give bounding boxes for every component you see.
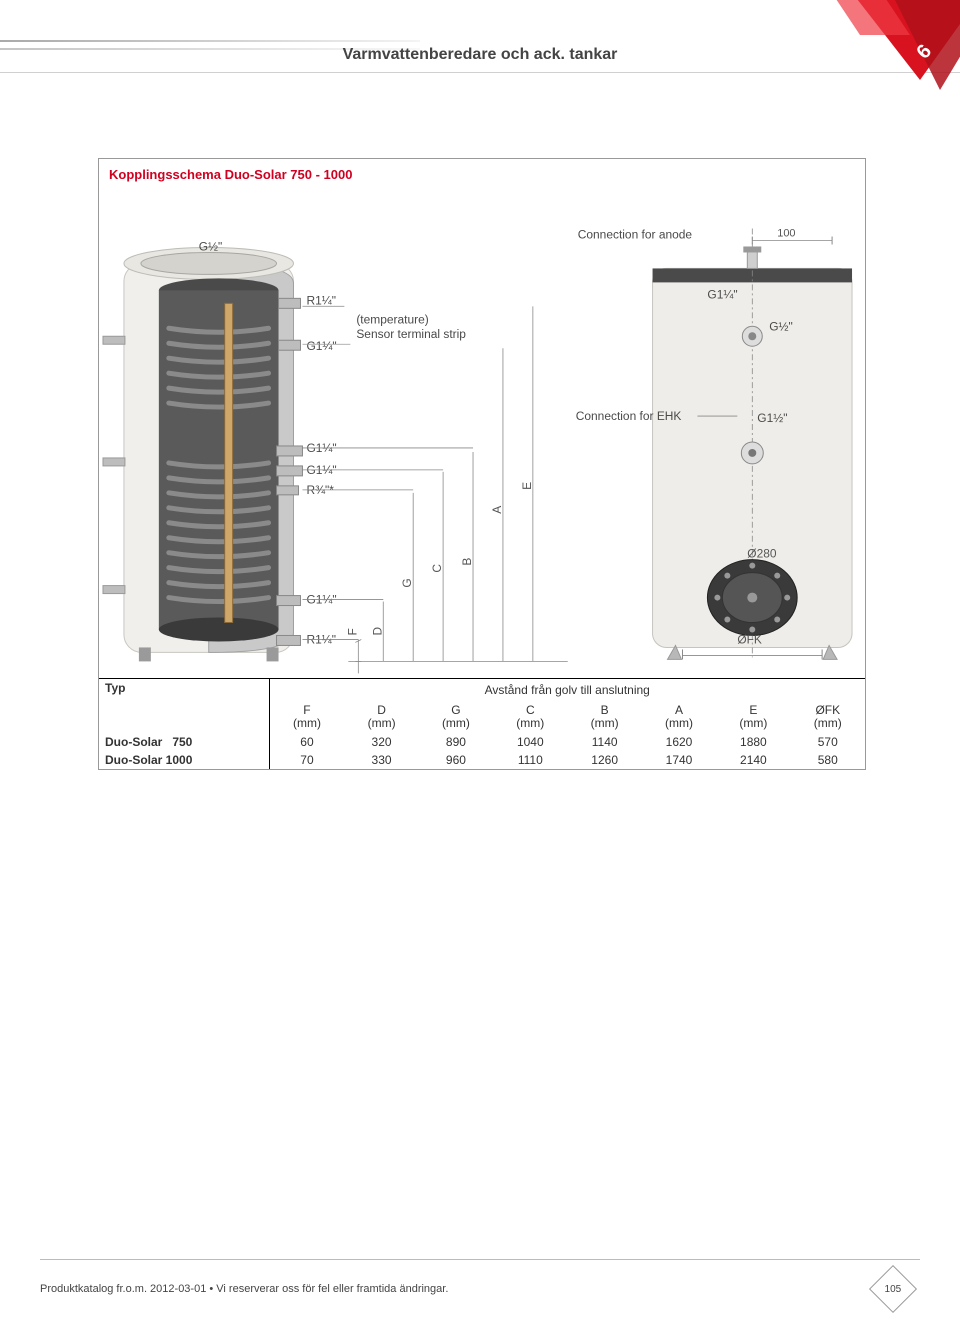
dim-b: B — [460, 558, 474, 566]
footer-text: Produktkatalog fr.o.m. 2012-03-01 • Vi r… — [40, 1283, 448, 1295]
page-number-badge: 105 — [869, 1265, 917, 1313]
label-o280: Ø280 — [747, 547, 777, 561]
dimensions-table: Typ Avstånd från golv till anslutning F(… — [99, 678, 865, 769]
label-g12: G½" — [199, 239, 223, 253]
table-row: Duo-Solar 1000 70330 9601110 12601740 21… — [99, 751, 865, 769]
chapter-badge: 6 — [790, 0, 960, 130]
dim-f: F — [345, 628, 359, 635]
left-tank — [103, 247, 302, 661]
span-header: Avstånd från golv till anslutning — [269, 679, 865, 702]
schematic-diagram: G½" R1¼" G1¼" (temperature) Sensor termi… — [99, 188, 865, 678]
label-ofk: ØFK — [737, 632, 762, 646]
page-footer: Produktkatalog fr.o.m. 2012-03-01 • Vi r… — [40, 1259, 920, 1306]
right-tank: 100 Connection for anode G1¼" G½" Connec… — [576, 228, 852, 660]
label-g114-right: G1¼" — [707, 287, 737, 301]
dim-d: D — [370, 626, 384, 635]
label-temp1: (temperature) — [356, 312, 428, 326]
dim-e: E — [520, 482, 534, 490]
label-g12-right: G½" — [769, 319, 793, 333]
schematic-title: Kopplingsschema Duo-Solar 750 - 1000 — [99, 159, 865, 188]
dim-g: G — [400, 578, 414, 587]
schematic-box: Kopplingsschema Duo-Solar 750 - 1000 — [98, 158, 866, 770]
label-anode: Connection for anode — [578, 228, 693, 242]
dim-c: C — [430, 564, 444, 573]
col-typ: Typ — [99, 679, 269, 733]
dim-a: A — [490, 506, 504, 514]
table-row: Duo-Solar 750 60320 8901040 11401620 188… — [99, 733, 865, 751]
label-g112: G1½" — [757, 411, 787, 425]
dim-100: 100 — [777, 228, 795, 240]
label-temp2: Sensor terminal strip — [356, 327, 466, 341]
label-r114-top: R1¼" — [306, 293, 336, 307]
label-g114-temp: G1¼" — [306, 339, 336, 353]
label-ehk: Connection for EHK — [576, 409, 682, 423]
